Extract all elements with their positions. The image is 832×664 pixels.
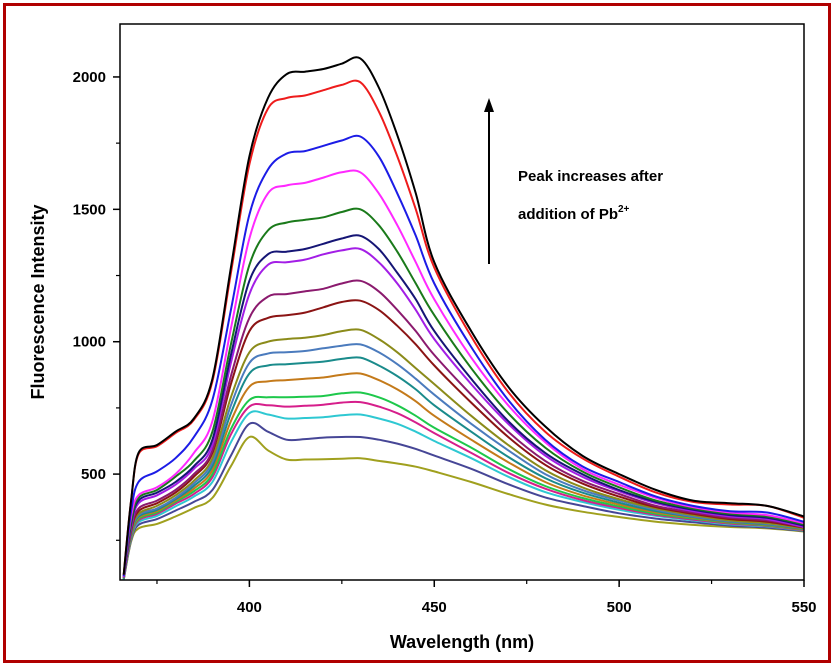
x-tick-label: 450 (422, 599, 447, 616)
series-line-8 (122, 279, 804, 578)
x-tick-label: 550 (791, 599, 816, 616)
arrow-head-icon (484, 98, 494, 112)
series-line-15 (122, 400, 804, 579)
y-tick-label: 1000 (73, 334, 106, 351)
y-axis-label: Fluorescence Intensity (28, 204, 48, 399)
axis-ticks: 400 450 500 550 500 1000 1500 2000 (73, 69, 817, 616)
series-line-4 (122, 169, 804, 577)
x-tick-label: 500 (607, 599, 632, 616)
annotation-superscript: 2+ (618, 204, 630, 215)
series-line-14 (122, 391, 804, 579)
series-line-7 (122, 247, 804, 578)
series-line-6 (122, 234, 804, 577)
series-line-16 (122, 410, 804, 580)
series-line-11 (122, 343, 804, 579)
series-line-13 (122, 372, 804, 579)
series-line-2 (122, 79, 804, 575)
series-line-3 (122, 134, 804, 577)
y-tick-label: 500 (81, 466, 106, 483)
annotation-line2-text: addition of Pb (518, 206, 618, 223)
annotation: Peak increases after addition of Pb2+ (484, 98, 663, 264)
y-tick-label: 2000 (73, 69, 106, 86)
plot-area-border (119, 23, 805, 581)
series-line-18 (122, 435, 804, 580)
annotation-line2: addition of Pb2+ (518, 204, 630, 223)
annotation-line1: Peak increases after (518, 168, 663, 185)
series-lines (122, 56, 804, 580)
chart-frame (3, 3, 831, 663)
x-axis-label: Wavelength (nm) (390, 632, 534, 652)
x-tick-label: 400 (237, 599, 262, 616)
series-line-10 (122, 328, 804, 579)
y-tick-label: 1500 (73, 201, 106, 218)
series-line-17 (122, 421, 804, 580)
series-line-9 (122, 299, 804, 578)
series-line-5 (122, 207, 804, 577)
series-line-12 (122, 356, 804, 579)
series-line-1 (122, 56, 804, 575)
